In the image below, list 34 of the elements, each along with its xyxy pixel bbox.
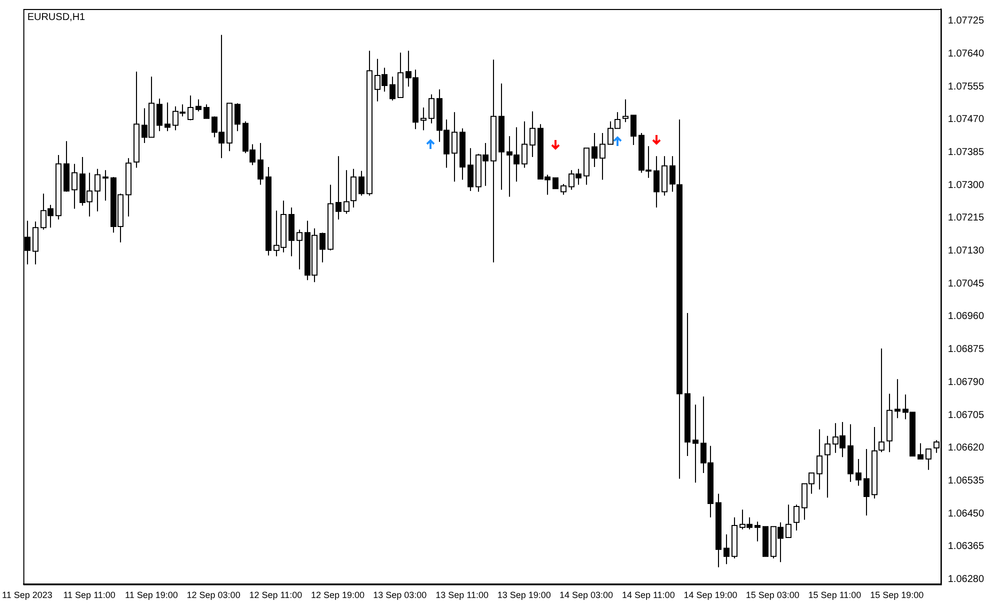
x-tick-label: 11 Sep 2023 xyxy=(2,590,52,600)
y-tick-label: 1.07300 xyxy=(948,180,984,191)
y-tick-label: 1.07470 xyxy=(948,114,984,126)
x-tick-label: 15 Sep 03:00 xyxy=(746,590,800,600)
y-tick-label: 1.07385 xyxy=(948,147,984,158)
x-tick-label: 14 Sep 19:00 xyxy=(684,590,738,600)
y-tick-label: 1.06620 xyxy=(948,442,984,454)
y-tick-label: 1.06535 xyxy=(948,475,984,486)
y-tick-label: 1.06705 xyxy=(948,410,984,421)
y-tick-label: 1.07045 xyxy=(948,278,984,290)
x-tick-label: 13 Sep 03:00 xyxy=(373,590,427,600)
y-tick-label: 1.06875 xyxy=(948,344,984,356)
y-tick-label: 1.06365 xyxy=(948,541,984,552)
y-tick-label: 1.06450 xyxy=(948,508,984,520)
y-tick-label: 1.07640 xyxy=(948,48,984,60)
x-tick-label: 14 Sep 11:00 xyxy=(622,590,675,600)
y-tick-label: 1.07725 xyxy=(948,16,984,27)
chart-title: EURUSD,H1 xyxy=(27,12,86,23)
x-tick-label: 11 Sep 11:00 xyxy=(63,590,116,600)
x-tick-label: 13 Sep 19:00 xyxy=(497,590,551,600)
x-tick-label: 15 Sep 19:00 xyxy=(870,590,924,600)
x-tick-label: 11 Sep 19:00 xyxy=(124,590,178,600)
y-tick-label: 1.06280 xyxy=(948,574,984,585)
x-tick-label: 12 Sep 11:00 xyxy=(249,590,302,600)
y-tick-label: 1.07555 xyxy=(948,81,984,92)
y-tick-label: 1.06790 xyxy=(948,376,984,388)
y-tick-label: 1.07215 xyxy=(948,212,984,224)
y-tick-label: 1.06960 xyxy=(948,311,984,322)
x-tick-label: 12 Sep 19:00 xyxy=(311,590,365,600)
x-tick-label: 12 Sep 03:00 xyxy=(186,590,240,600)
x-tick-label: 15 Sep 11:00 xyxy=(808,590,862,600)
y-tick-label: 1.07130 xyxy=(948,246,984,257)
x-tick-label: 13 Sep 11:00 xyxy=(436,590,488,600)
x-tick-label: 14 Sep 03:00 xyxy=(559,590,614,600)
